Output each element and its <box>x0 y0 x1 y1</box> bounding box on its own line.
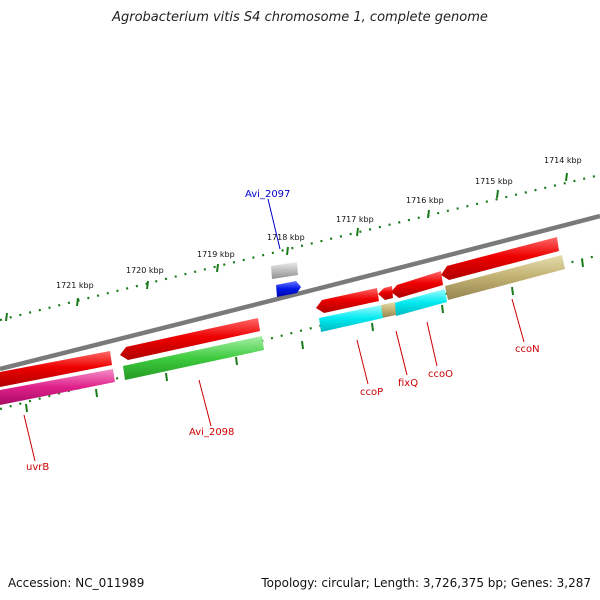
scale-label-1719: 1719 kbp <box>197 250 235 259</box>
ccon-cds[interactable] <box>441 237 559 280</box>
inner-major-tick <box>511 286 514 296</box>
ccon-feature[interactable] <box>445 255 565 300</box>
uvrb-cds[interactable] <box>0 351 112 387</box>
ccon-leader <box>511 298 525 343</box>
map-title: Agrobacterium vitis S4 chromosome 1, com… <box>112 10 488 25</box>
ccon-label[interactable]: ccoN <box>515 344 540 355</box>
scale-label-1716: 1716 kbp <box>406 196 444 205</box>
inner-major-tick <box>581 258 584 268</box>
inner-major-tick <box>165 372 168 382</box>
avi-2098-cds[interactable] <box>120 318 260 360</box>
fixq-label[interactable]: fixQ <box>398 378 418 389</box>
scale-label-1715: 1715 kbp <box>475 177 513 186</box>
inner-major-tick <box>441 304 444 314</box>
ccoo-feature[interactable] <box>394 289 447 316</box>
inner-major-tick <box>25 403 28 413</box>
avi-2098-label[interactable]: Avi_2098 <box>189 427 234 438</box>
major-tick <box>565 172 568 182</box>
outer-tick-ring <box>0 172 600 322</box>
fixq-cds[interactable] <box>378 286 393 300</box>
avi-2097-leader <box>267 198 281 250</box>
major-tick <box>496 189 499 199</box>
scale-label-1720: 1720 kbp <box>126 266 164 275</box>
ccop-label[interactable]: ccoP <box>360 387 383 398</box>
major-tick <box>5 312 8 322</box>
scale-label-1718: 1718 kbp <box>267 233 305 242</box>
ccop-leader <box>356 339 369 385</box>
ccop-cds[interactable] <box>316 288 379 313</box>
accession-label: Accession: NC_011989 <box>8 576 145 590</box>
fixq-leader <box>395 330 408 376</box>
uvrb-label[interactable]: uvrB <box>26 462 49 473</box>
avi-2098-leader <box>198 379 212 427</box>
major-tick <box>356 227 359 237</box>
inner-major-tick <box>301 340 304 350</box>
avi-2098-feature[interactable] <box>123 336 264 380</box>
inner-major-tick <box>235 356 238 366</box>
major-tick <box>76 297 79 307</box>
avi-2097-blue-cds[interactable] <box>276 281 301 297</box>
ccop-feature[interactable] <box>319 305 383 332</box>
scale-label-1717: 1717 kbp <box>336 215 374 224</box>
genome-summary-label: Topology: circular; Length: 3,726,375 bp… <box>261 576 591 590</box>
avi-2097-label[interactable]: Avi_2097 <box>245 189 290 200</box>
uvrb-leader <box>23 414 36 462</box>
scale-label-1721: 1721 kbp <box>56 281 94 290</box>
ccoo-label[interactable]: ccoO <box>428 369 453 380</box>
ccoo-leader <box>426 321 438 367</box>
ccoo-cds[interactable] <box>391 271 443 298</box>
major-tick <box>216 263 219 273</box>
inner-major-tick <box>95 388 98 398</box>
fixq-feature[interactable] <box>381 302 396 318</box>
major-tick <box>146 280 149 290</box>
uvrb-feature[interactable] <box>0 369 115 405</box>
major-tick <box>427 209 430 219</box>
avi-2097-grey-feature[interactable] <box>271 262 298 279</box>
inner-major-tick <box>371 322 374 332</box>
scale-label-1714: 1714 kbp <box>544 156 582 165</box>
major-tick <box>286 246 289 256</box>
chromosome-backbone <box>0 213 600 372</box>
inner-tick-ring <box>0 253 600 413</box>
